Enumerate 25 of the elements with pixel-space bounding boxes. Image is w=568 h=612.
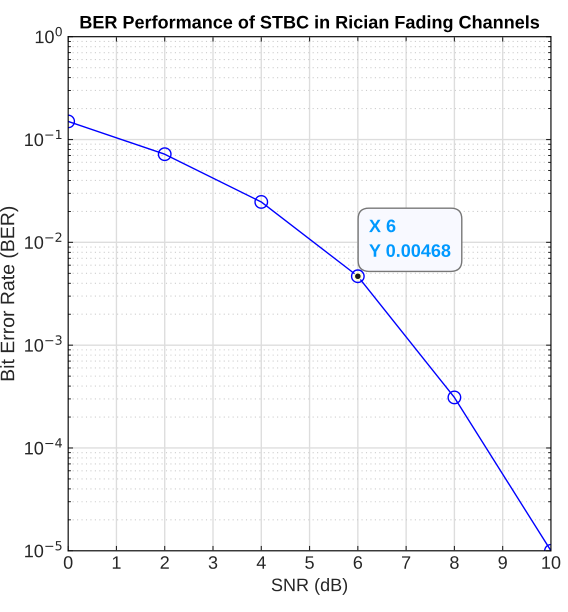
x-tick-label: 10 (542, 556, 560, 569)
point (158, 147, 172, 162)
x-tick-label: 9 (498, 556, 507, 569)
y-tick-label: 10$^{−2}$ (25, 232, 62, 249)
y-tick-label: 10$^{0}$ (36, 26, 62, 44)
x-tick-label: 5 (305, 556, 314, 569)
x-tick-label: 4 (256, 556, 266, 569)
chart-title: BER Performance of STBC in Rician Fading Channels (80, 15, 540, 32)
point (350, 269, 365, 284)
annotation: X 6 Y 0.00468 (369, 220, 450, 257)
point (254, 195, 268, 209)
y-axis-title: Bit Error Rate (BER) (0, 206, 18, 380)
x-tick-label: 8 (450, 556, 459, 569)
y-tick-label: 10$^{−3}$ (25, 335, 62, 352)
x-tick-label: 0 (64, 556, 72, 569)
y-tick-label: 10$^{−4}$ (25, 438, 62, 455)
x-axis-title: SNR (dB) (272, 578, 348, 595)
x-tick-label: 6 (354, 556, 362, 569)
x-tick-label: 1 (112, 556, 121, 569)
x-tick-label: 3 (208, 556, 218, 569)
x-tick-label: 2 (160, 556, 169, 569)
y-tick-label: 10$^{−1}$ (25, 130, 62, 146)
point (447, 390, 462, 404)
y-tick-label: 10$^{−5}$ (25, 541, 62, 558)
x-tick-label: 7 (402, 556, 410, 569)
